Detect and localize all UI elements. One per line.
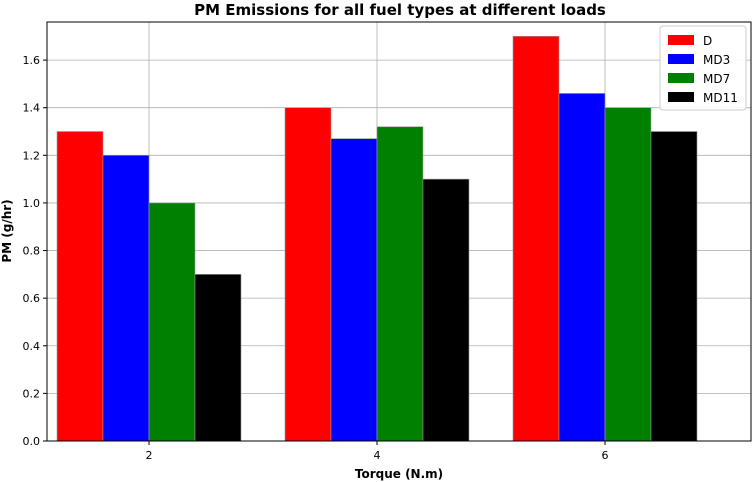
chart-title: PM Emissions for all fuel types at diffe… (194, 1, 606, 19)
tick-layer: 0.0 0.2 0.4 0.6 0.8 1.0 1.2 1.4 1.6 2 4 6 (23, 54, 609, 462)
y-tick-label: 0.2 (23, 387, 41, 400)
y-tick-label: 1.2 (23, 149, 41, 162)
bar-md7-4 (376, 126, 424, 442)
bar-md3-6 (558, 93, 606, 442)
legend-label-md7: MD7 (703, 72, 730, 86)
bar-md7-6 (604, 107, 652, 442)
plot-frame (46, 21, 752, 442)
x-tick-label: 6 (602, 449, 609, 462)
bar-layer (56, 35, 698, 442)
legend: D MD3 MD7 MD11 (659, 25, 747, 111)
y-tick-label: 1.0 (23, 197, 41, 210)
legend-swatch-d (668, 35, 694, 45)
legend-label-md11: MD11 (703, 91, 738, 105)
bar-d-6 (512, 35, 560, 442)
y-tick-label: 0.0 (23, 435, 41, 448)
y-tick-label: 0.8 (23, 245, 41, 258)
x-tick-label: 2 (146, 449, 153, 462)
bar-d-2 (56, 131, 104, 442)
bar-md11-4 (422, 178, 470, 442)
bar-md11-2 (194, 274, 242, 442)
legend-box (659, 25, 747, 111)
y-tick-label: 0.4 (23, 340, 41, 353)
y-tick-label: 1.6 (23, 54, 41, 67)
y-tick-label: 0.6 (23, 292, 41, 305)
bar-md3-4 (330, 138, 378, 442)
bar-md7-2 (148, 202, 196, 442)
legend-swatch-md7 (668, 73, 694, 83)
legend-label-d: D (703, 34, 712, 48)
legend-label-md3: MD3 (703, 53, 730, 67)
x-axis-label: Torque (N.m) (355, 467, 443, 481)
bar-md3-2 (102, 155, 150, 442)
legend-swatch-md11 (668, 92, 694, 102)
bar-d-4 (284, 107, 332, 442)
y-axis-label: PM (g/hr) (0, 199, 14, 262)
y-tick-label: 1.4 (23, 102, 41, 115)
legend-swatch-md3 (668, 54, 694, 64)
x-tick-label: 4 (374, 449, 381, 462)
bar-md11-6 (650, 131, 698, 442)
